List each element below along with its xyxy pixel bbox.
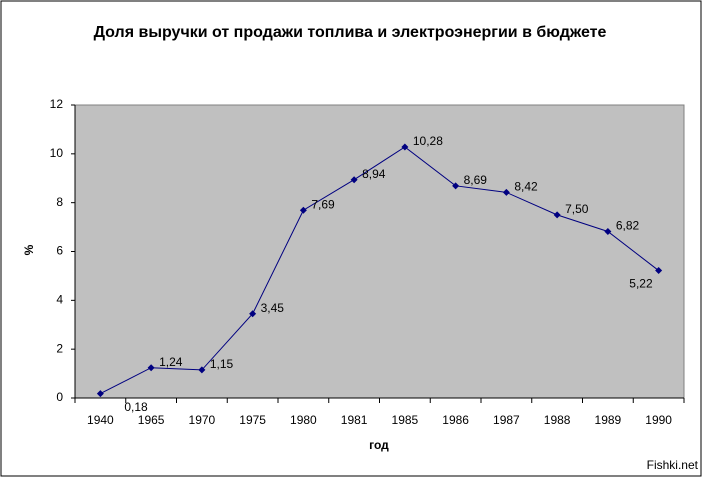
x-tick-label: 1975 xyxy=(239,413,266,427)
x-tick-label: 1988 xyxy=(544,413,571,427)
point xyxy=(401,143,409,151)
x-tick-label: 1980 xyxy=(290,413,317,427)
y-tick-label: 10 xyxy=(50,146,64,160)
point xyxy=(350,176,358,184)
data-label: 8,42 xyxy=(514,180,538,194)
point xyxy=(655,267,663,275)
x-tick-label: 1985 xyxy=(392,413,419,427)
x-tick-label: 1987 xyxy=(493,413,520,427)
x-tick-label: 1970 xyxy=(189,413,216,427)
x-tick-label: 1940 xyxy=(87,413,114,427)
point xyxy=(604,227,612,235)
point xyxy=(452,182,460,190)
line xyxy=(100,146,659,395)
point xyxy=(299,206,307,214)
x-tick-label: 1965 xyxy=(138,413,165,427)
data-label: 0,18 xyxy=(124,400,148,414)
data-label: 7,69 xyxy=(311,197,335,211)
data-label: 5,22 xyxy=(629,277,653,291)
data-label: 10,28 xyxy=(413,134,443,148)
point xyxy=(198,366,206,374)
watermark: Fishki.net xyxy=(647,458,699,472)
y-tick-label: 8 xyxy=(56,195,63,209)
x-tick-label: 1990 xyxy=(645,413,672,427)
data-label: 1,15 xyxy=(210,357,234,371)
x-tick-label: 1986 xyxy=(442,413,469,427)
data-label: 8,94 xyxy=(362,167,386,181)
plot-area xyxy=(74,104,685,399)
data-label: 1,24 xyxy=(159,355,183,369)
chart-title: Доля выручки от продажи топлива и электр… xyxy=(93,24,607,41)
point xyxy=(96,390,104,398)
y-tick-label: 6 xyxy=(56,244,63,258)
point xyxy=(147,364,155,372)
data-label: 6,82 xyxy=(616,219,640,233)
y-tick-label: 4 xyxy=(56,293,63,307)
y-tick-label: 2 xyxy=(56,341,63,355)
y-tick-label: 12 xyxy=(50,97,64,111)
x-axis-label: год xyxy=(369,438,389,452)
data-label: 7,50 xyxy=(565,202,589,216)
y-tick-label: 0 xyxy=(56,390,63,404)
point xyxy=(502,188,510,196)
y-axis-label: % xyxy=(22,244,36,255)
data-label: 3,45 xyxy=(261,301,285,315)
x-tick-label: 1981 xyxy=(341,413,368,427)
point xyxy=(249,310,257,318)
x-tick-label: 1989 xyxy=(595,413,622,427)
data-label: 8,69 xyxy=(464,173,488,187)
point xyxy=(553,211,561,219)
